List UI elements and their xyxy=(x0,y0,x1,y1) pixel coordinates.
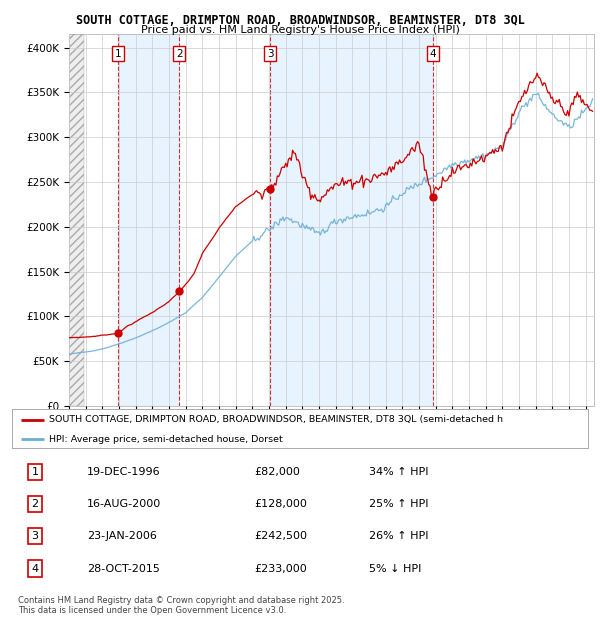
Text: 5% ↓ HPI: 5% ↓ HPI xyxy=(369,564,421,574)
Text: Contains HM Land Registry data © Crown copyright and database right 2025.: Contains HM Land Registry data © Crown c… xyxy=(18,596,344,606)
Text: £242,500: £242,500 xyxy=(254,531,307,541)
Text: 1: 1 xyxy=(32,467,38,477)
Text: 23-JAN-2006: 23-JAN-2006 xyxy=(87,531,157,541)
Text: SOUTH COTTAGE, DRIMPTON ROAD, BROADWINDSOR, BEAMINSTER, DT8 3QL: SOUTH COTTAGE, DRIMPTON ROAD, BROADWINDS… xyxy=(76,14,524,27)
Text: SOUTH COTTAGE, DRIMPTON ROAD, BROADWINDSOR, BEAMINSTER, DT8 3QL (semi-detached h: SOUTH COTTAGE, DRIMPTON ROAD, BROADWINDS… xyxy=(49,415,503,425)
Text: £82,000: £82,000 xyxy=(254,467,300,477)
Text: 2: 2 xyxy=(31,499,38,509)
Text: 4: 4 xyxy=(31,564,38,574)
Text: 26% ↑ HPI: 26% ↑ HPI xyxy=(369,531,428,541)
Text: 4: 4 xyxy=(430,49,436,59)
Text: 34% ↑ HPI: 34% ↑ HPI xyxy=(369,467,428,477)
Text: 16-AUG-2000: 16-AUG-2000 xyxy=(87,499,161,509)
Text: This data is licensed under the Open Government Licence v3.0.: This data is licensed under the Open Gov… xyxy=(18,606,286,616)
Bar xyxy=(69,34,84,406)
Text: Price paid vs. HM Land Registry's House Price Index (HPI): Price paid vs. HM Land Registry's House … xyxy=(140,25,460,35)
Bar xyxy=(69,34,84,406)
Text: 19-DEC-1996: 19-DEC-1996 xyxy=(87,467,161,477)
Text: 3: 3 xyxy=(32,531,38,541)
Bar xyxy=(118,34,179,406)
Text: £233,000: £233,000 xyxy=(254,564,307,574)
Text: HPI: Average price, semi-detached house, Dorset: HPI: Average price, semi-detached house,… xyxy=(49,435,283,444)
Text: £128,000: £128,000 xyxy=(254,499,307,509)
Text: 28-OCT-2015: 28-OCT-2015 xyxy=(87,564,160,574)
Text: 1: 1 xyxy=(115,49,122,59)
Text: 2: 2 xyxy=(176,49,182,59)
Bar xyxy=(270,34,433,406)
Text: 25% ↑ HPI: 25% ↑ HPI xyxy=(369,499,428,509)
Text: 3: 3 xyxy=(266,49,274,59)
